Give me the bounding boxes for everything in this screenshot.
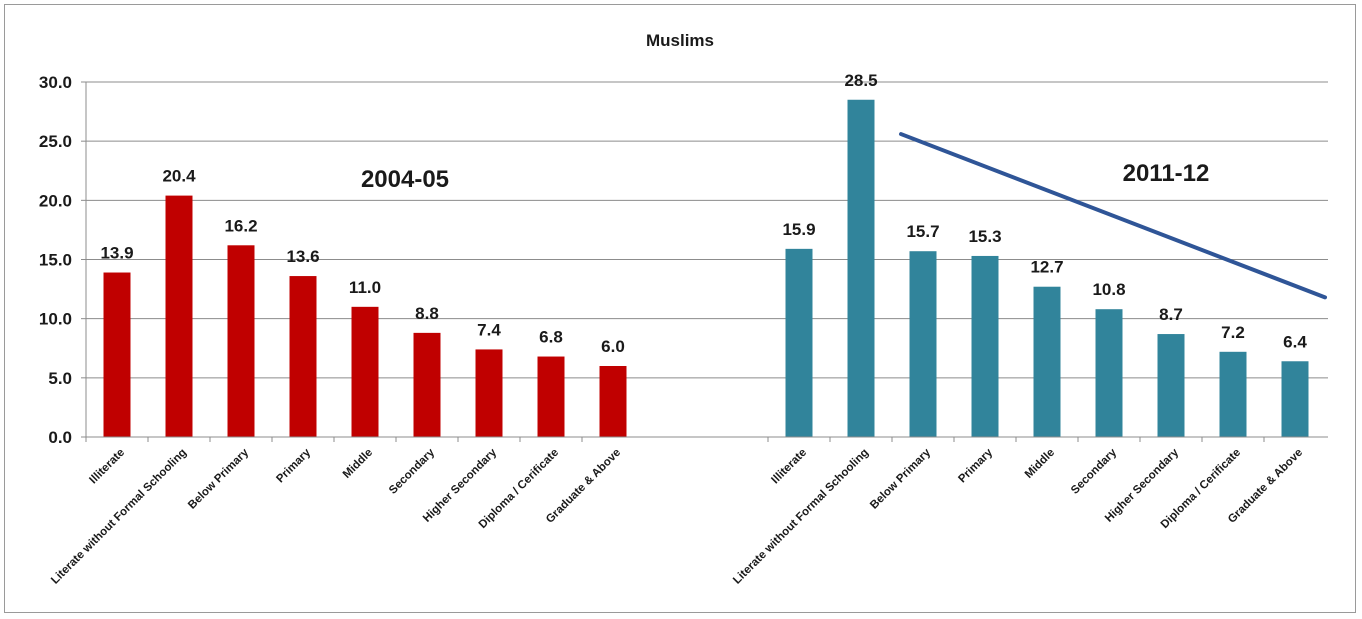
bar xyxy=(413,332,441,437)
group-label: 2004-05 xyxy=(361,166,449,193)
data-label: 8.7 xyxy=(1159,305,1183,324)
x-tick-label: Primary xyxy=(956,446,995,485)
data-label: 11.0 xyxy=(349,278,381,297)
data-label: 12.7 xyxy=(1030,258,1063,277)
chart-title: Muslims xyxy=(646,31,714,50)
y-tick-label: 5.0 xyxy=(48,369,72,388)
data-label: 13.6 xyxy=(286,247,319,266)
x-tick-label: Below Primary xyxy=(186,446,251,511)
bar xyxy=(1095,309,1123,437)
bar xyxy=(1157,334,1185,437)
bar xyxy=(351,306,379,437)
data-label: 15.9 xyxy=(782,220,815,239)
bar xyxy=(1281,361,1309,437)
x-tick-label: Literate without Formal Schooling xyxy=(49,447,189,587)
data-label: 15.7 xyxy=(906,222,939,241)
bar xyxy=(909,251,937,437)
bars xyxy=(103,99,1309,437)
x-tick-label: Illiterate xyxy=(87,447,127,487)
data-label: 13.9 xyxy=(100,244,133,263)
bar xyxy=(475,349,503,437)
data-label: 28.5 xyxy=(844,71,877,90)
x-tick-label: Literate without Formal Schooling xyxy=(731,447,871,587)
x-tick-label: Primary xyxy=(274,446,313,485)
bar xyxy=(103,272,131,437)
bar xyxy=(165,195,193,437)
axes xyxy=(81,81,1328,442)
trend-line xyxy=(899,132,1327,300)
y-tick-label: 25.0 xyxy=(39,132,72,151)
data-label: 6.8 xyxy=(539,328,563,347)
bar xyxy=(1219,351,1247,437)
bar xyxy=(227,245,255,437)
x-tick-label: Middle xyxy=(1023,447,1057,481)
y-tick-label: 30.0 xyxy=(39,73,72,92)
data-label: 8.8 xyxy=(415,304,439,323)
bar xyxy=(599,366,627,437)
bar xyxy=(537,356,565,437)
x-tick-label: Illiterate xyxy=(769,447,809,487)
x-tick-label: Secondary xyxy=(387,446,437,496)
data-label: 7.2 xyxy=(1221,323,1245,342)
data-label: 6.4 xyxy=(1283,332,1307,351)
y-tick-label: 0.0 xyxy=(48,428,72,447)
data-label: 6.0 xyxy=(601,337,625,356)
y-tick-label: 15.0 xyxy=(39,251,72,270)
x-tick-label: Middle xyxy=(341,447,375,481)
bar xyxy=(847,99,875,437)
y-tick-label: 20.0 xyxy=(39,191,72,210)
x-tick-label: Below Primary xyxy=(868,446,933,511)
bar xyxy=(785,248,813,437)
x-tick-label: Secondary xyxy=(1069,446,1119,496)
data-label: 10.8 xyxy=(1092,280,1125,299)
bar xyxy=(289,276,317,437)
data-label: 20.4 xyxy=(162,167,196,186)
bar xyxy=(1033,286,1061,437)
gridlines xyxy=(86,81,1328,379)
data-label: 7.4 xyxy=(477,320,501,339)
y-tick-label: 10.0 xyxy=(39,310,72,329)
group-label: 2011-12 xyxy=(1123,160,1210,187)
data-label: 15.3 xyxy=(968,227,1001,246)
data-label: 16.2 xyxy=(224,216,257,235)
bar xyxy=(971,255,999,437)
